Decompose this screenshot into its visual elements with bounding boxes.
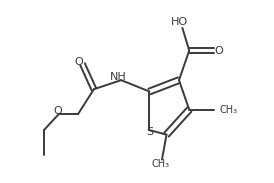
Text: S: S	[146, 127, 153, 137]
Text: NH: NH	[110, 72, 127, 82]
Text: O: O	[53, 107, 62, 116]
Text: O: O	[75, 57, 84, 67]
Text: CH₃: CH₃	[152, 159, 170, 169]
Text: O: O	[215, 46, 224, 56]
Text: CH₃: CH₃	[219, 105, 237, 115]
Text: HO: HO	[170, 17, 188, 27]
